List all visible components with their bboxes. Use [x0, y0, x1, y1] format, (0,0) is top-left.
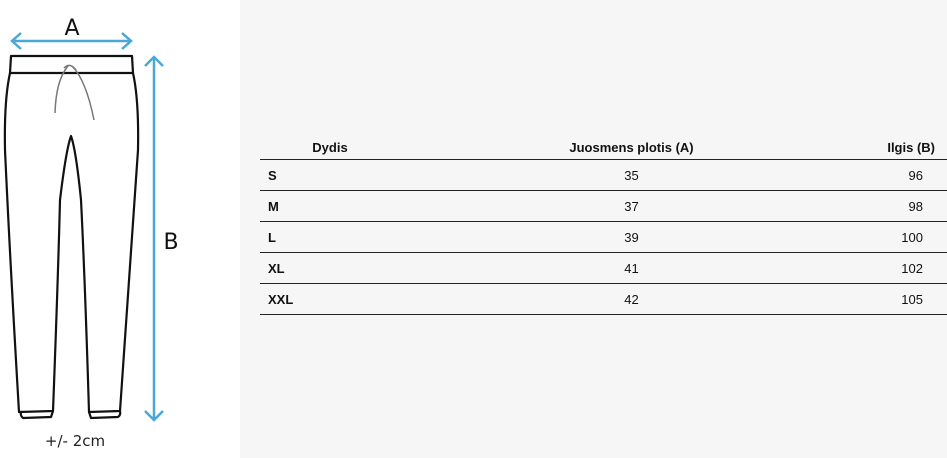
size-cell: S [260, 159, 480, 191]
table-row: L 39 100 [260, 221, 947, 253]
arrow-b [144, 55, 164, 422]
size-cell: XXL [260, 283, 480, 315]
table-row: XL 41 102 [260, 252, 947, 284]
table-row: M 37 98 [260, 190, 947, 222]
length-cell: 100 [783, 221, 947, 253]
length-cell: 102 [783, 252, 947, 284]
table-header-row: Dydis Juosmens plotis (A) Ilgis (B) [260, 135, 947, 160]
table-row: XXL 42 105 [260, 283, 947, 315]
header-length: Ilgis (B) [783, 135, 947, 160]
waist-cell: 37 [480, 190, 783, 222]
label-b: B [163, 230, 178, 255]
size-cell: L [260, 221, 480, 253]
header-size: Dydis [260, 135, 480, 160]
size-table: Dydis Juosmens plotis (A) Ilgis (B) S 35 9… [260, 135, 947, 315]
length-cell: 105 [783, 283, 947, 315]
pants-illustration: A B [3, 16, 179, 422]
header-waist: Juosmens plotis (A) [480, 135, 783, 160]
table-row: S 35 96 [260, 159, 947, 191]
label-a: A [64, 16, 79, 41]
tolerance-note: +/- 2cm [44, 432, 106, 450]
pants-diagram: A B +/- 2cm [0, 0, 240, 458]
length-cell: 98 [783, 190, 947, 222]
waist-cell: 39 [480, 221, 783, 253]
size-cell: XL [260, 252, 480, 284]
size-cell: M [260, 190, 480, 222]
length-cell: 96 [783, 159, 947, 191]
waist-cell: 35 [480, 159, 783, 191]
waist-cell: 42 [480, 283, 783, 315]
waist-cell: 41 [480, 252, 783, 284]
arrow-a [10, 32, 133, 50]
